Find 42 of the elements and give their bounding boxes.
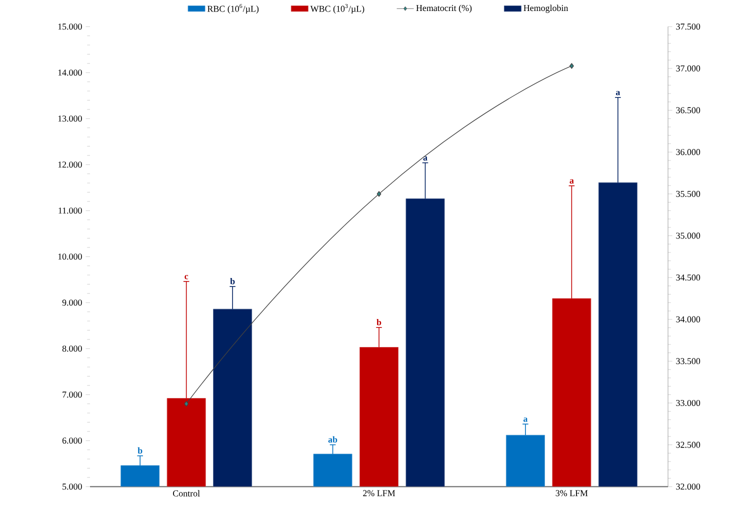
annotation: a	[523, 418, 528, 422]
legend-label: Hematocrit (%)	[416, 4, 472, 14]
point	[184, 401, 189, 407]
y-tick-label: 10.000	[58, 254, 82, 260]
y2-tick-label: 34.000	[676, 316, 700, 323]
legend-label: RBC (10$^{6}$/µL)	[207, 4, 259, 14]
y2-tick-label: 32.000	[676, 484, 700, 490]
y2-tick-label: 35.500	[676, 191, 700, 198]
annotation: a	[570, 179, 574, 184]
x-tick-label: 2% LFM	[363, 490, 396, 496]
x-tick-label: 3% LFM	[556, 490, 588, 496]
y2-tick-label: 37.000	[676, 66, 700, 72]
legend-label: Hemoglobin	[524, 4, 568, 14]
annotation: a	[423, 156, 428, 161]
y2-tick-label: 33.500	[676, 358, 700, 364]
y2-tick-label: 36.500	[676, 107, 700, 114]
y2-tick-label: 32.500	[676, 442, 700, 448]
y-tick-label: 9.000	[62, 300, 82, 306]
y-tick-label: 8.000	[62, 346, 82, 352]
annotation: ab	[328, 436, 338, 443]
point	[376, 191, 382, 197]
y-tick-label: 5.000	[62, 484, 82, 490]
y-tick-label: 12.000	[58, 162, 82, 168]
annotation: c	[184, 275, 188, 280]
y2-tick-label: 34.500	[676, 274, 700, 281]
annotation: b	[230, 278, 235, 285]
y-tick-label: 6.000	[62, 438, 82, 444]
y-tick-label: 14.000	[58, 70, 82, 76]
annotation: a	[616, 91, 620, 96]
annotation: b	[138, 447, 142, 454]
x-tick-label: Control	[173, 490, 200, 497]
annotation: b	[376, 319, 382, 326]
y2-tick-label: 35.000	[676, 232, 700, 239]
y-tick-label: 13.000	[58, 116, 82, 122]
y-tick-label: 7.000	[62, 392, 82, 398]
legend-label: WBC (10$^{3}$/µL)	[310, 4, 364, 14]
y2-tick-label: 33.000	[676, 400, 700, 406]
y-tick-label: 11.000	[58, 208, 82, 214]
point	[569, 63, 574, 69]
y-tick-label: 15.000	[58, 24, 82, 30]
y2-tick-label: 36.000	[676, 149, 700, 156]
y2-tick-label: 37.500	[676, 24, 700, 30]
